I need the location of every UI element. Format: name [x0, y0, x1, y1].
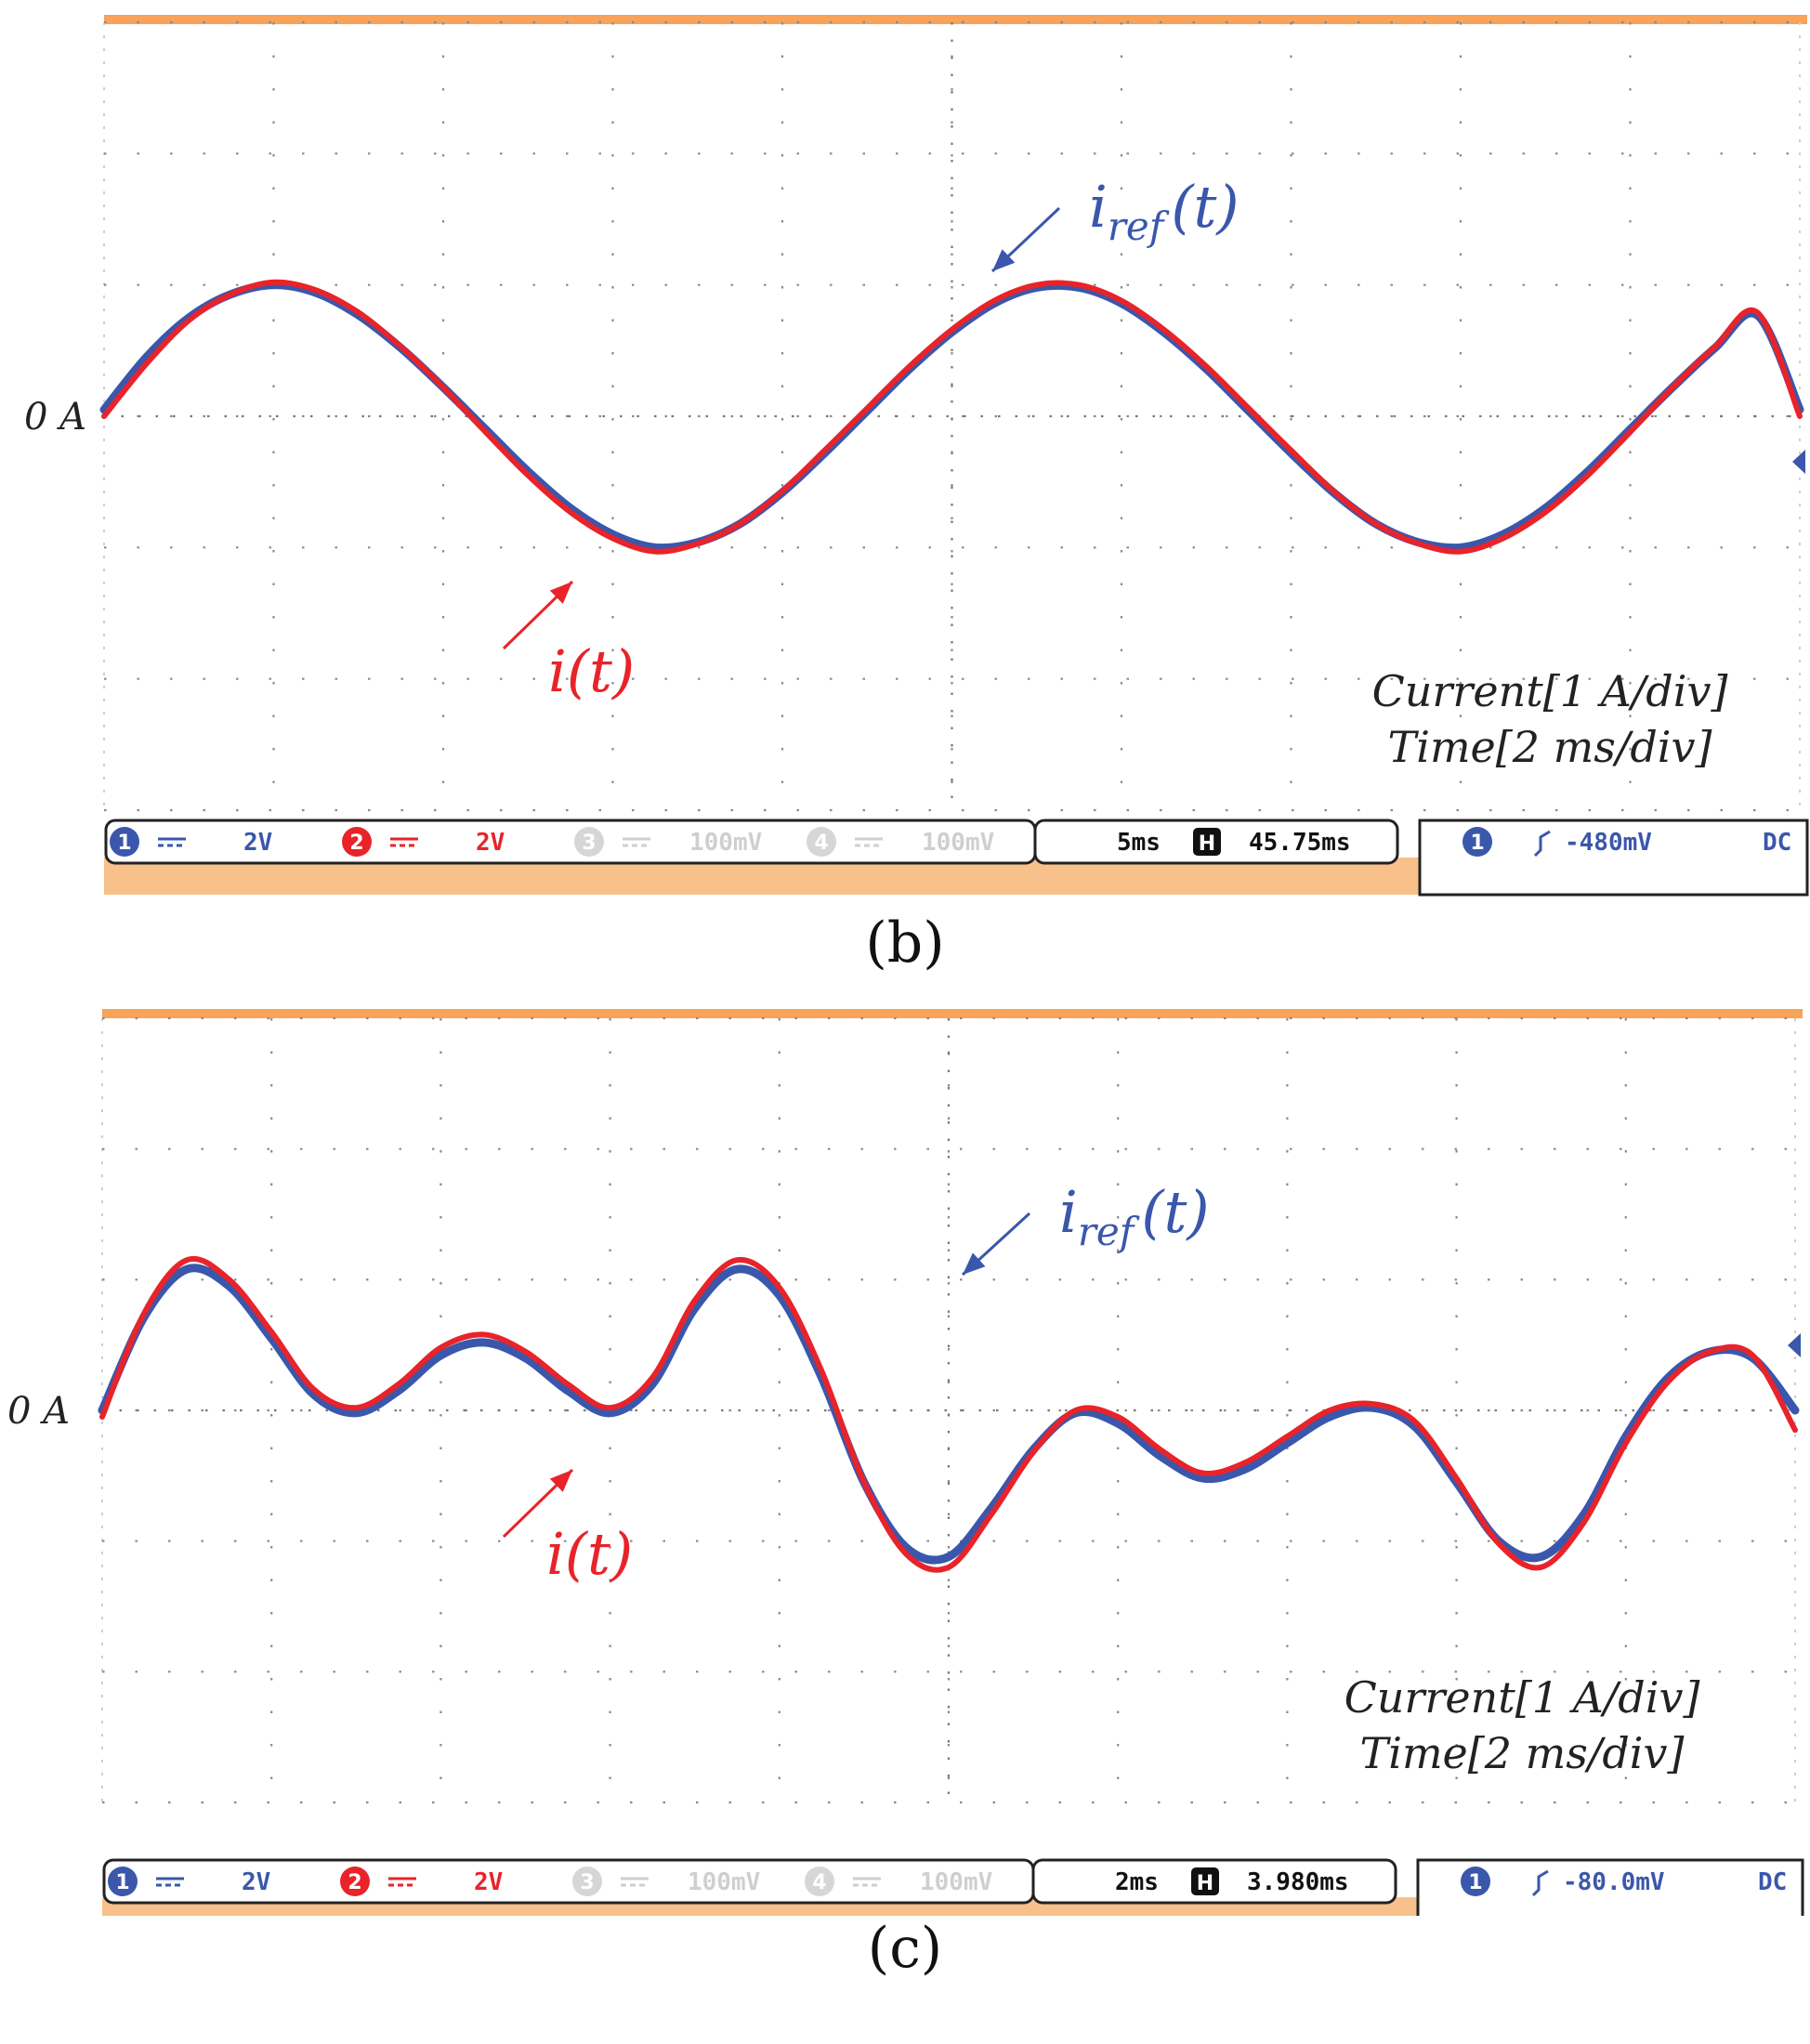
trigger-edge-icon [1531, 1869, 1549, 1897]
trigger-source-badge [1462, 827, 1492, 857]
timebase-value: 5ms [1117, 829, 1161, 857]
ch2-number: 2 [348, 1871, 361, 1894]
reference-current-trace [99, 281, 1804, 553]
scale-info-text: Current[1 A/div] [1344, 1672, 1700, 1723]
trigger-coupling: DC [1763, 829, 1791, 857]
series-label-subscript: ref [1078, 1209, 1140, 1254]
ch2-number: 2 [349, 832, 363, 855]
ch1-number: 1 [117, 832, 131, 855]
panel-caption: (c) [867, 1916, 943, 1981]
trigger-coupling: DC [1758, 1868, 1787, 1896]
ch1-badge [110, 827, 139, 857]
series-label-main: i [1089, 173, 1108, 241]
series-label: i(t) [546, 1520, 633, 1588]
trigger-source-badge [1461, 1867, 1490, 1896]
ch3-scale: 100mV [689, 829, 762, 857]
ch1-number: 1 [115, 1871, 129, 1894]
timebase-value: 2ms [1115, 1868, 1159, 1896]
trigger-level-value: -80.0mV [1563, 1868, 1665, 1896]
series-label-main: i [548, 637, 567, 705]
ch1-scale: 2V [242, 1868, 270, 1896]
top-border [102, 1009, 1803, 1018]
ch2-badge [340, 1867, 370, 1896]
ch4-badge [807, 827, 836, 857]
trigger-source-number: 1 [1470, 832, 1484, 855]
ch3-number: 3 [580, 1871, 594, 1894]
horizontal-position-icon-letter: H [1197, 1872, 1213, 1895]
zero-level-label: 0 A [24, 396, 86, 439]
ch2-badge [342, 827, 372, 857]
label-arrow-head [549, 1470, 572, 1492]
horizontal-position-value: 45.75ms [1249, 829, 1351, 857]
trigger-source-number: 1 [1468, 1871, 1482, 1894]
horizontal-position-icon [1193, 828, 1221, 856]
ch2-scale: 2V [476, 829, 505, 857]
series-label: iref (t) [1089, 173, 1239, 249]
ch1-scale: 2V [243, 829, 272, 857]
label-arrow-head [992, 249, 1016, 271]
ch3-number: 3 [582, 832, 596, 855]
scale-info-text: Time[2 ms/div] [1388, 722, 1712, 772]
ch3-badge [572, 1867, 602, 1896]
series-label-main: i [546, 1520, 565, 1588]
trigger-box [1418, 819, 1809, 897]
trigger-level-marker [1792, 450, 1805, 474]
measured-current-trace [99, 1255, 1798, 1573]
ch4-scale: 100mV [922, 829, 994, 857]
top-border [104, 15, 1807, 24]
trigger-edge-icon [1533, 830, 1551, 858]
ch4-scale: 100mV [920, 1868, 992, 1896]
ch3-badge [574, 827, 604, 857]
scale-info-text: Time[2 ms/div] [1360, 1728, 1685, 1778]
measured-current-trace [101, 279, 1803, 555]
ch4-number: 4 [812, 1871, 826, 1894]
scale-info-text: Current[1 A/div] [1372, 666, 1728, 716]
horizontal-position-icon [1191, 1867, 1219, 1895]
series-label: iref (t) [1059, 1178, 1210, 1254]
horizontal-position-icon-letter: H [1199, 832, 1215, 856]
ch4-number: 4 [814, 832, 828, 855]
label-arrow-head [963, 1252, 986, 1275]
ch2-scale: 2V [474, 1868, 503, 1896]
zero-level-label: 0 A [7, 1390, 70, 1433]
graticule [103, 20, 1801, 812]
series-label-tail: (t) [567, 637, 635, 705]
ch1-badge [108, 1867, 138, 1896]
series-label-tail: (t) [1171, 173, 1239, 241]
ch3-scale: 100mV [688, 1868, 760, 1896]
series-label-tail: (t) [1141, 1178, 1209, 1246]
series-label-tail: (t) [565, 1520, 633, 1588]
ch4-badge [805, 1867, 834, 1896]
reference-current-trace [98, 1264, 1800, 1565]
series-label-subscript: ref [1108, 203, 1170, 249]
label-arrow-head [549, 582, 572, 604]
series-label: i(t) [548, 637, 635, 705]
series-label-main: i [1059, 1178, 1078, 1246]
trigger-level-value: -480mV [1565, 829, 1652, 857]
panel-caption: (b) [865, 911, 945, 976]
trigger-level-marker [1788, 1333, 1801, 1357]
horizontal-position-value: 3.980ms [1247, 1868, 1349, 1896]
